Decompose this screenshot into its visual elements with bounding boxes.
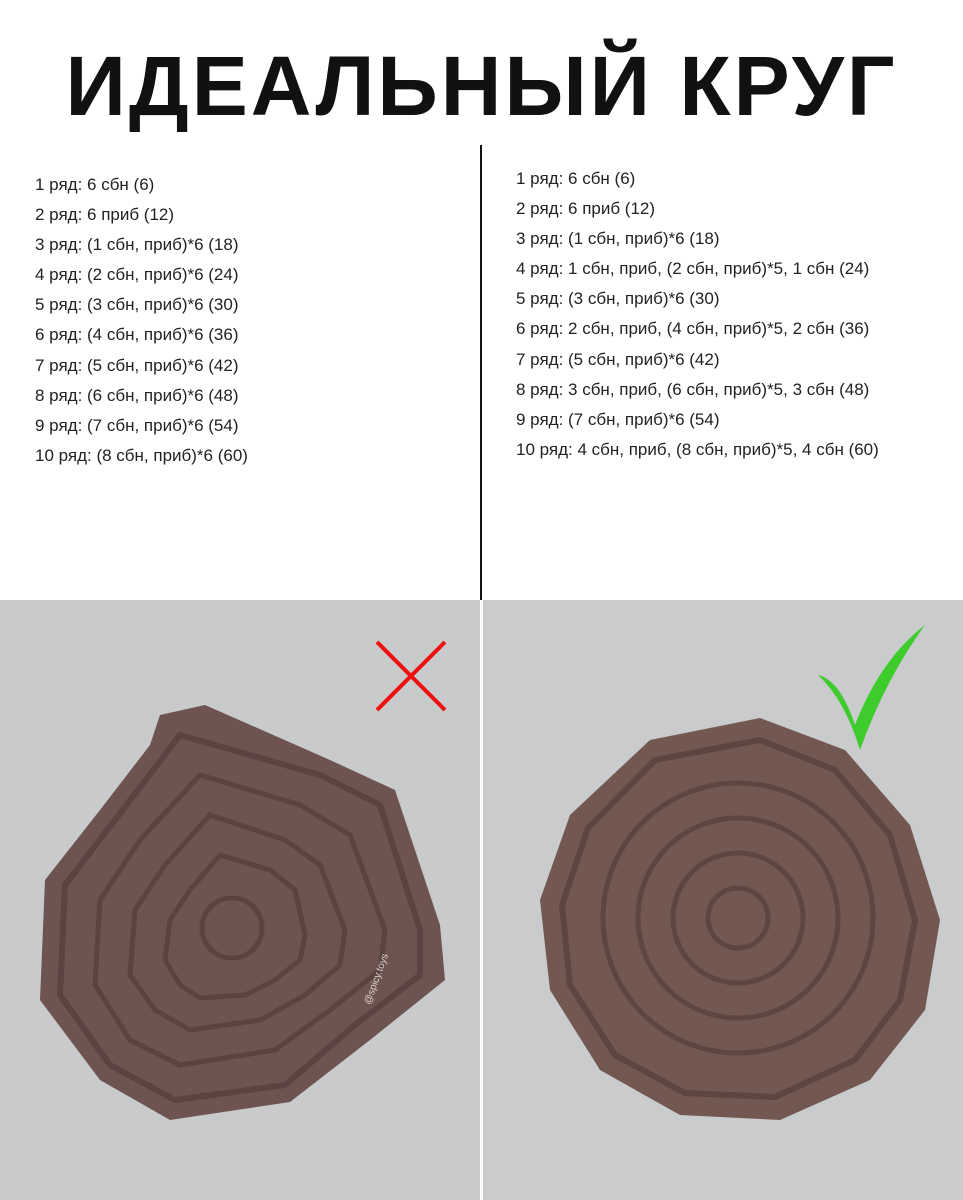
row-text: 6 ряд: 2 сбн, приб, (4 сбн, приб)*5, 2 с… [516, 319, 870, 339]
octagon-crochet: @spicy.toys [40, 705, 445, 1120]
divider [480, 145, 482, 600]
row-text: 8 ряд: (6 сбн, приб)*6 (48) [35, 385, 239, 405]
right-pattern: 1 ряд: 6 сбн (6) 2 ряд: 6 приб (12) 3 ряд:… [516, 164, 879, 465]
title: ИДЕАЛЬНЫЙ КРУГ [65, 39, 898, 133]
wrong-mark [375, 640, 447, 712]
row-text: 9 ряд: (7 сбн, приб)*6 (54) [516, 409, 720, 429]
row-text: 7 ряд: (5 сбн, приб)*6 (42) [35, 355, 239, 375]
round-crochet [540, 718, 940, 1120]
row-text: 9 ряд: (7 сбн, приб)*6 (54) [35, 415, 239, 435]
row-text: 1 ряд: 6 сбн (6) [516, 169, 636, 188]
correct-mark [818, 625, 925, 750]
row-text: 2 ряд: 6 приб (12) [35, 205, 175, 225]
row-text: 6 ряд: (4 сбн, приб)*6 (36) [35, 325, 239, 345]
row-text: 7 ряд: (5 сбн, приб)*6 (42) [516, 349, 720, 369]
row-text: 4 ряд: (2 сбн, приб)*6 (24) [35, 265, 239, 285]
row-text: 5 ряд: (3 сбн, приб)*6 (30) [35, 295, 239, 315]
row-text: 3 ряд: (1 сбн, приб)*6 (18) [516, 229, 720, 249]
row-text: 10 ряд: 4 сбн, приб, (8 сбн, приб)*5, 4 … [516, 439, 879, 459]
row-text: 5 ряд: (3 сбн, приб)*6 (30) [516, 289, 720, 309]
row-text: 3 ряд: (1 сбн, приб)*6 (18) [35, 235, 239, 255]
row-text: 1 ряд: 6 сбн (6) [35, 175, 155, 194]
left-pattern: 1 ряд: 6 сбн (6) 2 ряд: 6 приб (12) 3 ряд:… [35, 170, 248, 471]
photos: @spicy.toys [0, 600, 963, 1200]
row-text: 8 ряд: 3 сбн, приб, (6 сбн, приб)*5, 3 с… [516, 379, 870, 399]
row-text: 4 ряд: 1 сбн, приб, (2 сбн, приб)*5, 1 с… [516, 259, 870, 279]
row-text: 2 ряд: 6 приб (12) [516, 199, 656, 219]
row-text: 10 ряд: (8 сбн, приб)*6 (60) [35, 445, 248, 465]
